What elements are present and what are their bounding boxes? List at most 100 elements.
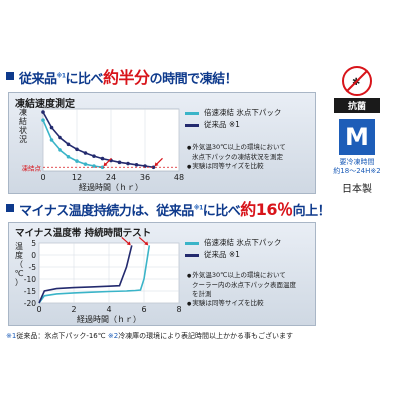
series-point-1 (49, 125, 54, 130)
x-tick-label: 8 (176, 305, 181, 314)
y-axis-title-char: 度 (15, 250, 23, 260)
x-tick-label: 6 (141, 305, 146, 314)
legend-item-old: 従来品 ※1 (185, 249, 281, 261)
product-info-column: ✱ 抗菌 M 要冷凍時間 約18〜24H※2 日本製 (320, 66, 394, 195)
freeze-speed-panel: 0 12 24 36 48 経過時間（ｈｒ） 凍結状況凍結点 凍結速度測定 倍速凍結 氷点下… (8, 92, 316, 194)
legend-swatch-new (185, 111, 199, 115)
series-point-0 (66, 154, 71, 159)
x-tick-label: 36 (140, 173, 150, 182)
y-axis-title-char: 凍 (19, 107, 27, 117)
size-badge: M (339, 119, 375, 155)
headline-pre: 従来品 (19, 72, 57, 87)
bullet-square-icon (6, 204, 14, 212)
footnote-mark-1: ※1 (6, 332, 17, 340)
series-point-0 (92, 164, 96, 168)
headline-freeze-speed: 従来品※1に比べ約半分の時間で凍結！ (6, 64, 238, 88)
footnote-text-1: 従来品：氷点下パック-16℃ (16, 332, 106, 340)
x-tick-label: 12 (72, 173, 82, 182)
series-line-1 (38, 245, 133, 304)
legend-swatch-old (185, 123, 199, 127)
freeze-time-label: 要冷凍時間 (339, 158, 375, 166)
x-tick-label: 0 (36, 305, 41, 314)
series-point-0 (100, 165, 105, 170)
x-axis-title: 経過時間（ｈｒ） (77, 314, 141, 324)
series-point-0 (49, 138, 54, 142)
y-tick-label: -15 (24, 287, 36, 296)
note-line: を計測 (192, 290, 212, 298)
series-point-1 (58, 135, 62, 140)
headline2-post: 向上！ (292, 204, 331, 219)
note-line: 外気温30℃以上の環境において (187, 143, 285, 153)
footnote-mark-2: ※2 (107, 332, 119, 340)
y-axis-title-char: 況 (19, 135, 27, 144)
bacteria-icon: ✱ (352, 77, 361, 88)
y-axis-title-char: （ (15, 260, 23, 269)
chart2-title: マイナス温度帯 持続時間テスト (15, 228, 152, 239)
legend-label-new: 倍速凍結 氷点下パック (204, 238, 282, 247)
headline2-mark: ※1 (193, 204, 204, 212)
x-tick-label: 48 (174, 173, 184, 182)
y-tick-label: 0 (31, 251, 36, 260)
chart2-notes: 外気温30℃以上の環境において クーラー内の氷点下パック表面温度 を計測 実験は… (187, 271, 296, 309)
headline2-highlight: 約16％ (240, 200, 293, 219)
x-axis-title: 経過時間（ｈｒ） (79, 182, 143, 192)
y-axis-title-char: 状 (19, 125, 27, 135)
freeze-point-label: 凍結点 (22, 163, 42, 172)
y-tick-label: -5 (29, 263, 37, 272)
legend-item-new: 倍速凍結 氷点下パック (185, 237, 281, 249)
legend-label-old: 従来品 ※1 (204, 120, 240, 129)
y-axis-title-char: 結 (19, 116, 27, 126)
chart1-legend: 倍速凍結 氷点下パック 従来品 ※1 (185, 107, 281, 131)
y-axis-title-char: ℃ (15, 269, 24, 278)
series-point-1 (151, 165, 156, 170)
series-point-0 (41, 118, 45, 122)
series-point-1 (117, 160, 122, 165)
x-tick-label: 24 (106, 173, 116, 182)
note-line: クーラー内の氷点下パック表面温度 (192, 281, 296, 289)
y-tick-label: 5 (31, 239, 36, 248)
legend-label-old: 従来品 ※1 (204, 250, 240, 259)
series-point-0 (75, 159, 79, 163)
antibacterial-icon: ✱ (342, 66, 372, 96)
arrow-head (103, 162, 108, 167)
series-point-0 (83, 162, 88, 166)
minus-duration-chart: 0 2 4 6 8 5 0 -5 -10 -15 -20 経過時間（ｈｒ） 温度（℃） (15, 236, 182, 324)
chart1-notes: 外気温30℃以上の環境において 氷点下パックの凍結状況を測定 実験は同等サイズを… (187, 143, 286, 172)
y-axis-title-char: 温 (15, 242, 23, 251)
headline2-pre: マイナス温度持続力は、従来品 (19, 204, 194, 219)
arrow-head (144, 241, 149, 246)
legend-item-old: 従来品 ※1 (185, 119, 281, 131)
headline-mark: ※1 (56, 72, 67, 80)
y-axis-title-char: ） (15, 278, 23, 287)
series-line-0 (38, 245, 151, 304)
chart2-legend: 倍速凍結 氷点下パック 従来品 ※1 (185, 237, 281, 261)
minus-duration-panel: 0 2 4 6 8 5 0 -5 -10 -15 -20 経過時間（ｈｒ） 温度（℃） マイナス温度帯 … (8, 222, 316, 326)
footnote-text-2: 冷凍庫の環境により表記時間以上かかる事もございます (118, 332, 294, 340)
made-in-label: 日本製 (342, 184, 372, 195)
headline2-mid: に比べ (202, 204, 241, 219)
series-point-1 (66, 142, 71, 147)
legend-item-new: 倍速凍結 氷点下パック (185, 107, 281, 119)
legend-label-new: 倍速凍結 氷点下パック (204, 108, 282, 117)
series-point-0 (58, 148, 62, 152)
footnotes: ※1従来品：氷点下パック-16℃ ※2冷凍庫の環境により表記時間以上かかる事もご… (6, 331, 293, 341)
series-point-1 (75, 147, 79, 152)
note-line: 氷点下パックの凍結状況を測定 (192, 153, 283, 161)
legend-swatch-old (185, 253, 199, 257)
series-point-1 (83, 151, 88, 155)
headline-highlight: 約半分 (103, 68, 150, 87)
note-line: 実験は同等サイズを比較 (187, 299, 296, 309)
series-point-1 (92, 154, 96, 158)
headline-mid: に比べ (65, 72, 104, 87)
x-tick-label: 2 (71, 305, 76, 314)
antibacterial-label: 抗菌 (334, 98, 380, 113)
headline-post: の時間で凍結！ (149, 72, 238, 87)
series-point-1 (134, 163, 139, 167)
arrow-head (154, 162, 159, 167)
headline-minus-temperature: マイナス温度持続力は、従来品※1に比べ約16％向上！ (6, 196, 331, 220)
note-line: 外気温30℃以上の環境において (187, 271, 296, 281)
y-tick-label: -10 (24, 275, 36, 284)
series-point-1 (126, 161, 130, 166)
bullet-square-icon (6, 72, 14, 80)
